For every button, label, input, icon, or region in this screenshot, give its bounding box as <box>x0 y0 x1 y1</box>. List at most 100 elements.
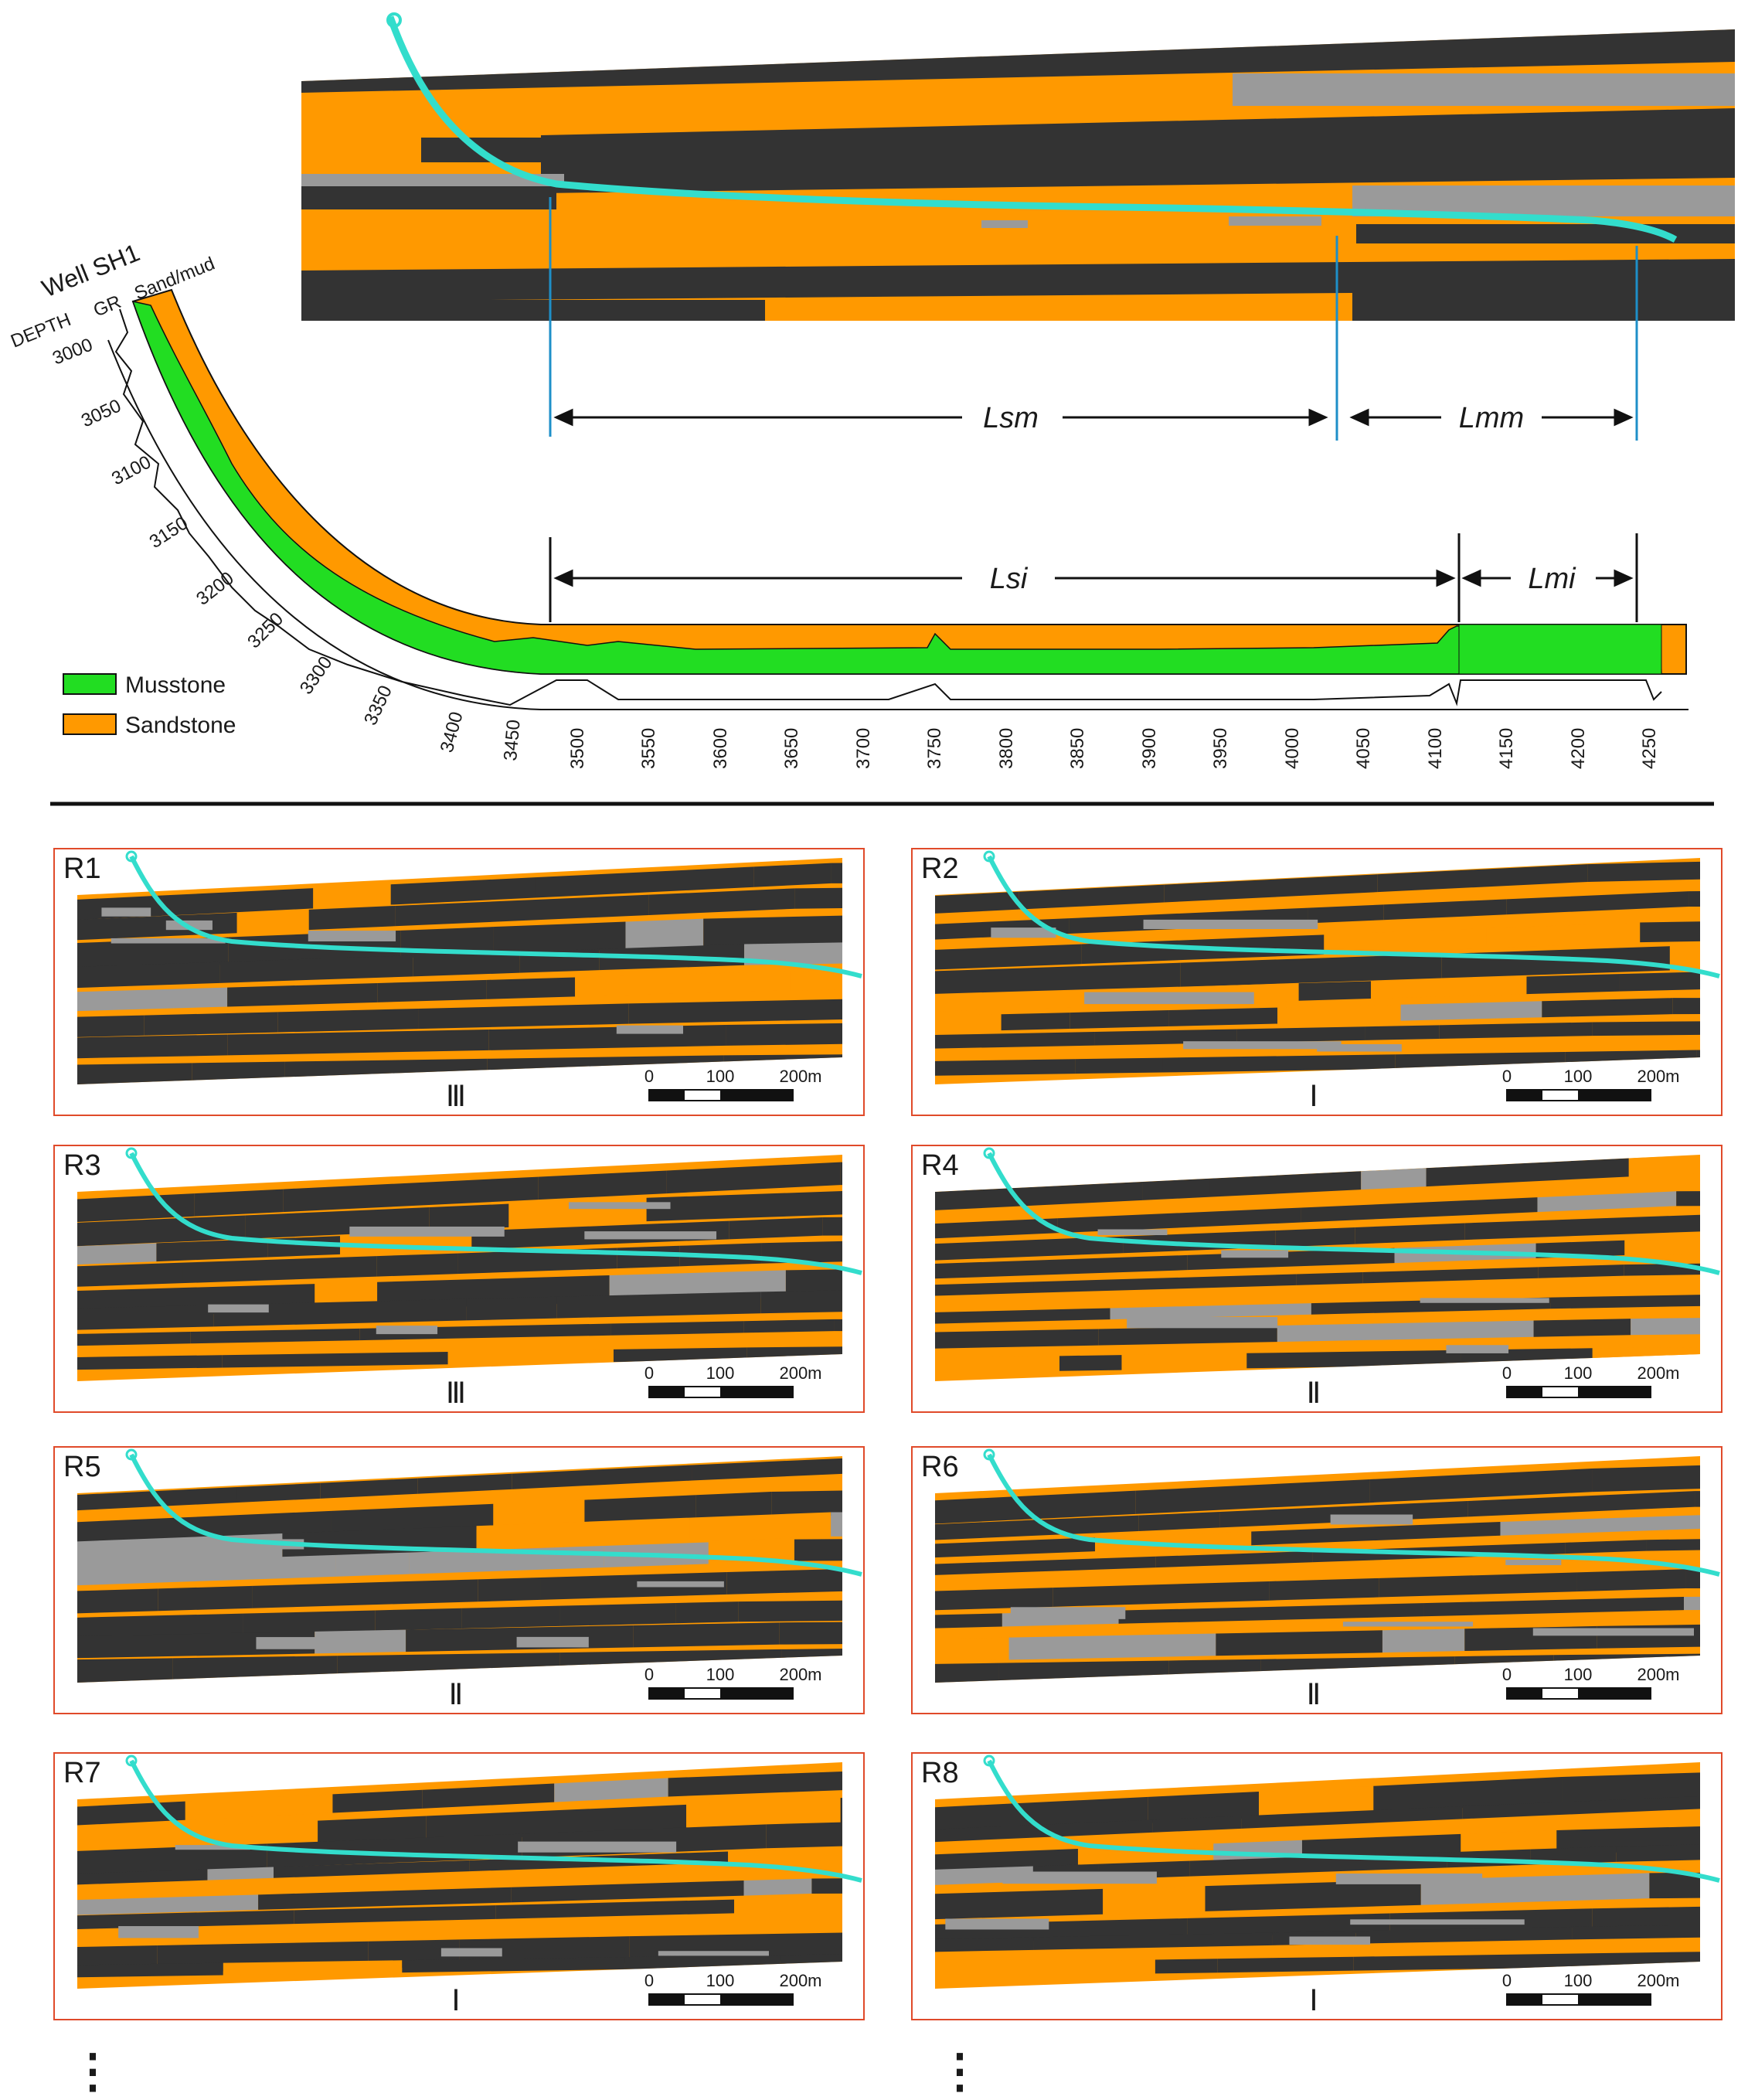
realization-label: R2 <box>921 853 959 885</box>
svg-text:4150: 4150 <box>1496 728 1517 769</box>
depth-axis <box>107 339 1688 710</box>
realization-class: Ⅰ <box>1309 1985 1318 2017</box>
scale-label-0: 0 <box>1502 1363 1512 1383</box>
scale-label-200m: 200m <box>779 1971 821 1990</box>
legend-swatch-mudstone <box>63 673 117 695</box>
realization-label: R8 <box>921 1757 959 1789</box>
svg-text:4250: 4250 <box>1639 728 1660 769</box>
label-lsi: Lsi <box>990 563 1029 595</box>
svg-text:3950: 3950 <box>1210 728 1231 769</box>
svg-text:3550: 3550 <box>638 728 659 769</box>
scale-bar: 0 100 200m <box>644 1067 822 1101</box>
wellhead-icon <box>983 1147 995 1159</box>
legend-label-sandstone: Sandstone <box>125 713 236 738</box>
svg-text:3100: 3100 <box>108 451 155 489</box>
svg-text:4100: 4100 <box>1425 728 1446 769</box>
scale-bar: 0 100 200m <box>644 1665 822 1700</box>
model-layers <box>77 1762 842 1989</box>
realization-class: Ⅲ <box>446 1377 466 1410</box>
wellhead-icon <box>983 1755 995 1767</box>
svg-text:3600: 3600 <box>710 728 731 769</box>
scale-label-0: 0 <box>644 1363 654 1383</box>
model-layers <box>77 858 842 1084</box>
well-trajectory <box>129 855 862 979</box>
scale-bar: 0 100 200m <box>644 1363 822 1398</box>
scale-label-200m: 200m <box>779 1665 821 1684</box>
realization-class: Ⅱ <box>1307 1377 1321 1410</box>
scale-label-0: 0 <box>1502 1665 1512 1684</box>
scale-label-0: 0 <box>644 1067 654 1086</box>
wellhead-icon <box>125 1448 138 1461</box>
well-trajectory <box>987 1759 1720 1883</box>
interval-arrows <box>549 408 1638 622</box>
model-layers <box>935 1456 1700 1683</box>
well-trajectory-top <box>386 15 1678 243</box>
svg-text:3150: 3150 <box>146 512 192 553</box>
well-trajectory <box>129 1759 862 1883</box>
gr-curve <box>114 308 1662 706</box>
realization-label: R7 <box>63 1757 101 1789</box>
svg-text:4050: 4050 <box>1353 728 1374 769</box>
scale-bar: 0 100 200m <box>1502 1067 1680 1101</box>
model-layers <box>935 858 1700 1084</box>
label-lmm: Lmm <box>1459 402 1524 434</box>
model-layers <box>935 1155 1700 1381</box>
svg-text:3050: 3050 <box>78 395 124 431</box>
well-title: Well SH1 <box>38 238 144 302</box>
svg-text:3200: 3200 <box>192 568 238 610</box>
realization-label: R5 <box>63 1451 101 1483</box>
well-trajectory <box>129 1152 862 1275</box>
realization-panel-r7: R7 Ⅰ 0 100 200m <box>53 1752 865 2020</box>
col-gr-label: GR <box>90 291 124 322</box>
svg-text:3000: 3000 <box>49 335 96 369</box>
realization-panels: R1 Ⅲ 0 100 200m R2 Ⅰ 0 100 200m R3 Ⅲ 0 100 200m R4 Ⅱ 0 100… <box>53 848 1722 2020</box>
legend-label-mudstone: Musstone <box>125 672 226 698</box>
wellhead-icon <box>983 850 995 863</box>
realization-class: Ⅰ <box>1309 1081 1318 1113</box>
continuation-left: ⋮ <box>70 2045 116 2097</box>
svg-text:3650: 3650 <box>781 728 802 769</box>
model-layers <box>935 1762 1700 1989</box>
realization-class: Ⅱ <box>449 1679 464 1711</box>
svg-text:3800: 3800 <box>996 728 1017 769</box>
svg-text:3750: 3750 <box>924 728 945 769</box>
svg-text:4200: 4200 <box>1568 728 1589 769</box>
scale-label-200m: 200m <box>1637 1971 1679 1990</box>
scale-label-100: 100 <box>706 1971 735 1990</box>
scale-label-0: 0 <box>644 1665 654 1684</box>
wellhead-icon <box>386 12 402 28</box>
scale-label-100: 100 <box>706 1665 735 1684</box>
legend: Musstone Sandstone <box>63 672 236 738</box>
scale-bar: 0 100 200m <box>1502 1665 1680 1700</box>
svg-text:3500: 3500 <box>567 728 588 769</box>
realization-class: Ⅰ <box>451 1985 460 2017</box>
scale-label-0: 0 <box>1502 1067 1512 1086</box>
scale-label-0: 0 <box>1502 1971 1512 1990</box>
svg-text:3900: 3900 <box>1139 728 1160 769</box>
scale-label-100: 100 <box>1564 1971 1593 1990</box>
label-lmi: Lmi <box>1528 563 1576 595</box>
scale-label-100: 100 <box>706 1067 735 1086</box>
well-trajectory <box>129 1453 862 1577</box>
scale-bar: 0 100 200m <box>1502 1363 1680 1398</box>
scale-label-100: 100 <box>1564 1067 1593 1086</box>
model-layers <box>77 1456 842 1683</box>
wellhead-icon <box>125 1755 138 1767</box>
realization-label: R3 <box>63 1149 101 1182</box>
scale-label-100: 100 <box>706 1363 735 1383</box>
realization-panel-r6: R6 Ⅱ 0 100 200m <box>911 1446 1722 1714</box>
wellhead-icon <box>125 1147 138 1159</box>
scale-bar: 0 100 200m <box>1502 1971 1680 2006</box>
svg-text:3850: 3850 <box>1067 728 1088 769</box>
scale-label-100: 100 <box>1564 1665 1593 1684</box>
realization-label: R6 <box>921 1451 959 1483</box>
realization-label: R1 <box>63 853 101 885</box>
well-trajectory <box>987 1453 1720 1577</box>
well-trajectory <box>987 855 1720 979</box>
scale-label-0: 0 <box>644 1971 654 1990</box>
realization-panel-r2: R2 Ⅰ 0 100 200m <box>911 848 1722 1116</box>
scale-label-200m: 200m <box>779 1363 821 1383</box>
well-trajectory <box>987 1152 1720 1275</box>
scale-label-200m: 200m <box>1637 1067 1679 1086</box>
